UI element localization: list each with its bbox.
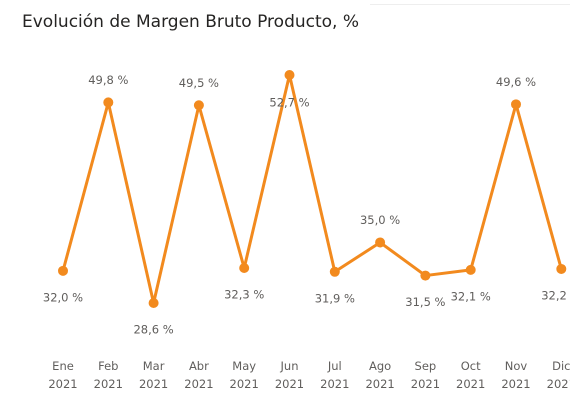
data-label: 32,1 % — [451, 289, 491, 303]
data-label: 35,0 % — [360, 213, 400, 227]
x-tick-label: Ago 2021 — [365, 359, 395, 391]
data-label: 49,6 % — [496, 75, 536, 89]
marker — [511, 99, 521, 110]
marker — [239, 262, 250, 273]
marker — [420, 270, 431, 281]
x-tick-label: Ene 2021 — [48, 359, 78, 391]
marker — [284, 70, 295, 80]
x-tick-label: Jul 2021 — [320, 359, 350, 391]
x-tick-label: Abr 2021 — [184, 359, 214, 391]
marker — [329, 266, 340, 277]
data-label: 32,2 % — [541, 288, 570, 302]
x-tick-label: Nov 2021 — [501, 359, 531, 391]
marker — [148, 298, 159, 308]
frame — [370, 4, 570, 5]
marker — [465, 264, 476, 275]
x-tick-label: May 2021 — [229, 359, 259, 391]
marker — [556, 263, 567, 274]
line — [61, 73, 563, 305]
data-label: 31,9 % — [315, 291, 355, 305]
marker — [193, 100, 204, 111]
data-label: 32,0 % — [43, 290, 83, 304]
x-tick-label: Sep 2021 — [410, 359, 441, 391]
marker — [375, 237, 386, 248]
data-label: 52,7 % — [269, 96, 309, 110]
marker — [103, 97, 114, 108]
data-label: 28,6 % — [133, 323, 173, 337]
x-tick-label: Feb 2021 — [93, 359, 123, 391]
x-tick-label: Dic 2021 — [546, 359, 570, 391]
x-tick-label: Mar 2021 — [138, 359, 169, 391]
data-label: 49,5 % — [179, 76, 219, 90]
marker — [58, 265, 68, 276]
x-tick-label: Jun 2021 — [274, 359, 305, 391]
data-label: 32,3 % — [224, 287, 264, 301]
data-label: 31,5 % — [405, 295, 445, 309]
x-tick-label: Oct 2021 — [456, 359, 486, 391]
data-label: 49,8 % — [88, 73, 128, 87]
chart-title: Evolución de Margen Bruto Producto, % — [22, 12, 360, 32]
